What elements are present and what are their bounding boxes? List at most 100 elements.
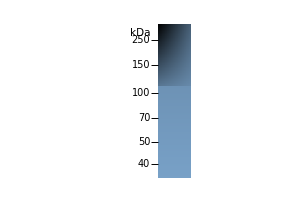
Bar [188, 67, 189, 68]
Bar [168, 43, 169, 44]
Bar [164, 63, 165, 64]
Bar [181, 74, 182, 75]
Bar [184, 54, 185, 55]
Text: kDa: kDa [130, 28, 150, 38]
Bar [170, 75, 171, 76]
Bar [175, 45, 176, 46]
Bar [158, 27, 191, 28]
Bar [159, 63, 160, 64]
Bar [162, 39, 163, 40]
Bar [182, 68, 183, 69]
Bar [179, 40, 180, 41]
Bar [172, 35, 173, 36]
Bar [165, 68, 166, 69]
Bar [174, 84, 175, 85]
Bar [162, 61, 163, 62]
Bar [172, 67, 173, 68]
Bar [177, 36, 178, 37]
Bar [158, 38, 191, 39]
Bar [158, 103, 191, 104]
Bar [174, 77, 175, 78]
Bar [187, 36, 188, 37]
Bar [182, 39, 183, 40]
Bar [182, 37, 183, 38]
Bar [175, 74, 176, 75]
Bar [161, 33, 162, 34]
Bar [174, 65, 175, 66]
Bar [180, 47, 181, 48]
Bar [161, 46, 162, 47]
Bar [176, 47, 177, 48]
Bar [166, 25, 167, 26]
Bar [158, 83, 191, 84]
Bar [159, 29, 160, 30]
Bar [173, 35, 174, 36]
Bar [185, 85, 186, 86]
Bar [158, 168, 191, 169]
Bar [174, 80, 175, 81]
Bar [178, 43, 179, 44]
Bar [185, 72, 186, 73]
Bar [158, 37, 191, 38]
Bar [185, 81, 186, 82]
Bar [163, 70, 164, 71]
Bar [174, 59, 175, 60]
Bar [186, 67, 187, 68]
Bar [183, 27, 184, 28]
Bar [177, 24, 178, 25]
Bar [167, 32, 168, 33]
Bar [162, 45, 163, 46]
Bar [165, 71, 166, 72]
Bar [177, 57, 178, 58]
Bar [179, 64, 180, 65]
Bar [160, 75, 161, 76]
Bar [176, 24, 177, 25]
Bar [168, 42, 169, 43]
Bar [184, 48, 185, 49]
Bar [189, 54, 190, 55]
Bar [189, 67, 190, 68]
Bar [171, 77, 172, 78]
Bar [190, 33, 191, 34]
Bar [183, 75, 184, 76]
Bar [180, 73, 181, 74]
Bar [158, 76, 191, 77]
Bar [158, 67, 191, 68]
Bar [182, 26, 183, 27]
Bar [163, 61, 164, 62]
Bar [188, 44, 189, 45]
Bar [182, 75, 183, 76]
Bar [183, 30, 184, 31]
Bar [165, 39, 166, 40]
Bar [161, 58, 162, 59]
Bar [168, 30, 169, 31]
Bar [176, 43, 177, 44]
Bar [184, 40, 185, 41]
Bar [180, 66, 181, 67]
Bar [162, 30, 163, 31]
Bar [161, 41, 162, 42]
Bar [183, 39, 184, 40]
Bar [173, 40, 174, 41]
Bar [162, 81, 163, 82]
Bar [181, 53, 182, 54]
Bar [190, 56, 191, 57]
Bar [165, 69, 166, 70]
Bar [164, 33, 165, 34]
Bar [190, 42, 191, 43]
Bar [168, 32, 169, 33]
Bar [163, 27, 164, 28]
Bar [166, 83, 167, 84]
Bar [185, 45, 186, 46]
Bar [166, 85, 167, 86]
Bar [166, 37, 167, 38]
Bar [172, 77, 173, 78]
Bar [172, 80, 173, 81]
Bar [189, 42, 190, 43]
Bar [175, 78, 176, 79]
Bar [186, 43, 187, 44]
Bar [166, 64, 167, 65]
Bar [167, 43, 168, 44]
Bar [185, 30, 186, 31]
Bar [189, 69, 190, 70]
